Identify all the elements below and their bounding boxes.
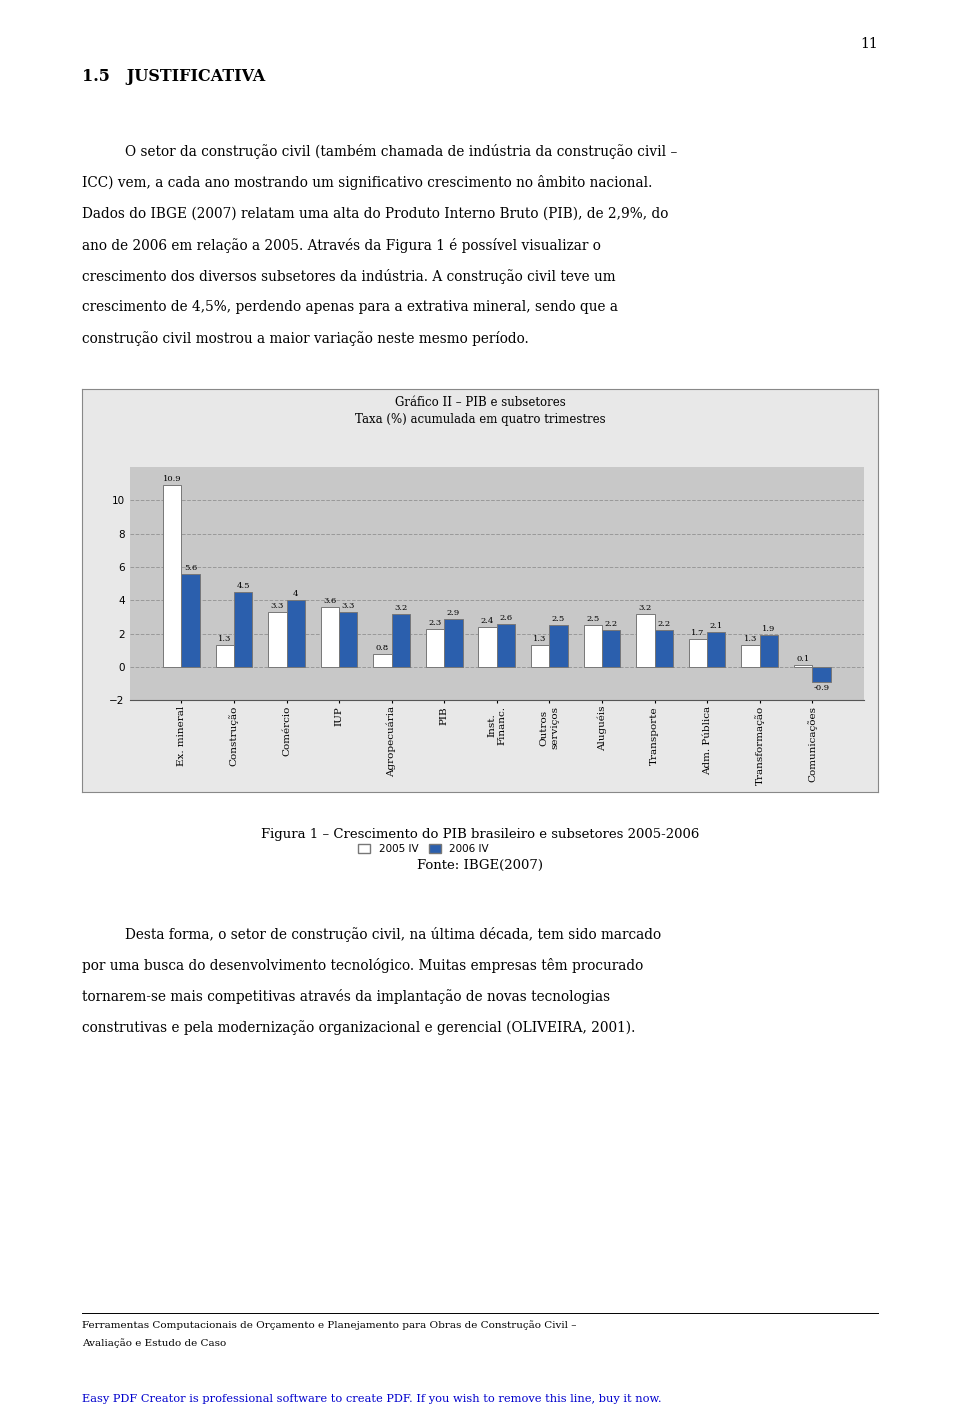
Bar	[759, 635, 778, 666]
Bar	[584, 625, 602, 666]
Text: 1.7: 1.7	[691, 628, 705, 637]
Text: 1.3: 1.3	[218, 635, 231, 644]
Bar	[812, 666, 830, 682]
Text: tornarem-se mais competitivas através da implantação de novas tecnologias: tornarem-se mais competitivas através da…	[82, 989, 610, 1005]
Text: 1.9: 1.9	[762, 625, 776, 634]
Text: Dados do IBGE (2007) relatam uma alta do Produto Interno Bruto (PIB), de 2,9%, d: Dados do IBGE (2007) relatam uma alta do…	[82, 207, 668, 221]
Text: 2.5: 2.5	[587, 616, 599, 624]
Text: Fonte: IBGE(2007): Fonte: IBGE(2007)	[417, 859, 543, 872]
Text: Easy PDF Creator is professional software to create PDF. If you wish to remove t: Easy PDF Creator is professional softwar…	[82, 1394, 661, 1404]
Bar	[163, 485, 181, 666]
Text: crescimento de 4,5%, perdendo apenas para a extrativa mineral, sendo que a: crescimento de 4,5%, perdendo apenas par…	[82, 300, 617, 314]
Bar	[216, 645, 234, 666]
Text: 3.6: 3.6	[324, 597, 337, 606]
Text: Figura 1 – Crescimento do PIB brasileiro e subsetores 2005-2006: Figura 1 – Crescimento do PIB brasileiro…	[261, 828, 699, 841]
Bar	[339, 613, 357, 666]
Bar	[268, 613, 286, 666]
Bar	[392, 614, 410, 666]
Text: 2.9: 2.9	[446, 608, 460, 617]
Text: 2.1: 2.1	[709, 623, 723, 630]
Text: 3.3: 3.3	[342, 601, 355, 610]
Text: 1.3: 1.3	[534, 635, 547, 644]
Text: 2.2: 2.2	[605, 620, 617, 628]
Bar	[234, 591, 252, 666]
Bar	[688, 638, 708, 666]
Text: 2.4: 2.4	[481, 617, 494, 625]
Text: ano de 2006 em relação a 2005. Através da Figura 1 é possível visualizar o: ano de 2006 em relação a 2005. Através d…	[82, 238, 600, 253]
Bar	[741, 645, 759, 666]
Text: 11: 11	[861, 37, 878, 51]
Text: 2.3: 2.3	[428, 618, 442, 627]
Text: 5.6: 5.6	[184, 563, 197, 572]
Text: 2.2: 2.2	[658, 620, 670, 628]
Bar	[636, 614, 655, 666]
Bar	[478, 627, 497, 666]
Text: O setor da construção civil (também chamada de indústria da construção civil –: O setor da construção civil (também cham…	[125, 144, 677, 160]
Text: 0.1: 0.1	[797, 655, 809, 664]
Text: Ferramentas Computacionais de Orçamento e Planejamento para Obras de Construção : Ferramentas Computacionais de Orçamento …	[82, 1320, 576, 1330]
Bar	[497, 624, 516, 666]
Bar	[708, 633, 726, 666]
Bar	[794, 665, 812, 666]
Text: Avaliação e Estudo de Caso: Avaliação e Estudo de Caso	[82, 1339, 226, 1348]
Text: -0.9: -0.9	[813, 683, 829, 692]
Text: 3.2: 3.2	[395, 604, 407, 611]
Text: Gráfico II – PIB e subsetores
Taxa (%) acumulada em quatro trimestres: Gráfico II – PIB e subsetores Taxa (%) a…	[354, 396, 606, 426]
Bar	[549, 625, 567, 666]
Bar	[426, 628, 444, 666]
Text: ICC) vem, a cada ano mostrando um significativo crescimento no âmbito nacional.: ICC) vem, a cada ano mostrando um signif…	[82, 175, 652, 191]
Bar	[531, 645, 549, 666]
Text: 1.3: 1.3	[744, 635, 757, 644]
Text: construção civil mostrou a maior variação neste mesmo período.: construção civil mostrou a maior variaçã…	[82, 331, 528, 347]
Text: por uma busca do desenvolvimento tecnológico. Muitas empresas têm procurado: por uma busca do desenvolvimento tecnoló…	[82, 958, 643, 974]
Bar	[655, 631, 673, 666]
Text: 4: 4	[293, 590, 299, 599]
Text: construtivas e pela modernização organizacional e gerencial (OLIVEIRA, 2001).: construtivas e pela modernização organiz…	[82, 1020, 635, 1036]
Text: 3.2: 3.2	[638, 604, 652, 611]
Text: Desta forma, o setor de construção civil, na última década, tem sido marcado: Desta forma, o setor de construção civil…	[125, 927, 660, 942]
Bar	[286, 600, 305, 666]
Bar	[602, 631, 620, 666]
Text: 1.5   JUSTIFICATIVA: 1.5 JUSTIFICATIVA	[82, 68, 265, 85]
Bar	[373, 654, 392, 666]
Text: crescimento dos diversos subsetores da indústria. A construção civil teve um: crescimento dos diversos subsetores da i…	[82, 269, 615, 284]
Text: 10.9: 10.9	[163, 475, 181, 484]
Text: 2.5: 2.5	[552, 616, 565, 624]
Bar	[444, 618, 463, 666]
Text: 4.5: 4.5	[236, 582, 250, 590]
Bar	[321, 607, 339, 666]
Text: 3.3: 3.3	[271, 601, 284, 610]
Text: 2.6: 2.6	[499, 614, 513, 621]
Bar	[181, 573, 200, 666]
Text: 0.8: 0.8	[375, 644, 389, 652]
Legend: 2005 IV, 2006 IV: 2005 IV, 2006 IV	[358, 843, 489, 855]
